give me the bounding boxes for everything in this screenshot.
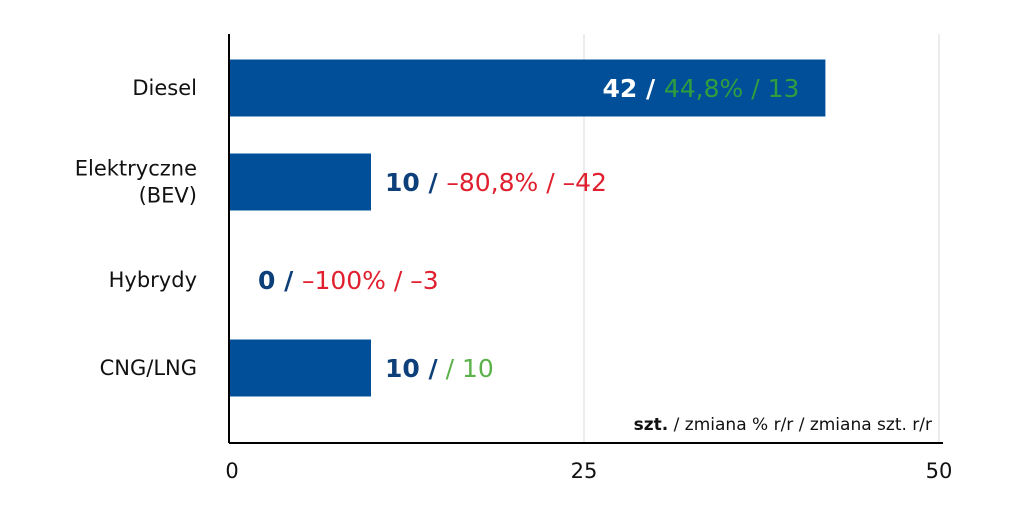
bar-label-1: 10 / –80,8% / –42 [385, 168, 607, 197]
x-tick-label-50: 50 [926, 459, 953, 483]
bar-label-sep2: / [743, 74, 767, 103]
category-label-0-0: Diesel [132, 76, 197, 100]
category-label-1-1: (BEV) [139, 184, 197, 208]
x-tick-label-25: 25 [571, 459, 598, 483]
category-label-2-0: Hybrydy [109, 268, 197, 292]
bar-label-diff: 13 [768, 74, 800, 103]
bar-label-sep: / [275, 266, 302, 295]
bar-label-sep2: / [386, 266, 410, 295]
bar-label-count: 10 [385, 168, 420, 197]
bar-label-sep2: / [538, 168, 562, 197]
bar-label-2: 0 / –100% / –3 [258, 266, 439, 295]
bar-label-pct: 44,8% [664, 74, 743, 103]
axis-layer: 0 25 50 [225, 34, 952, 483]
bar-label-sep: / [420, 354, 439, 383]
bar-label-pct: –80,8% [446, 168, 538, 197]
bar-3 [229, 339, 371, 397]
bar-label-sep: / [637, 74, 664, 103]
bar-label-sep2: / [438, 354, 462, 383]
legend-note: szt. / zmiana % r/r / zmiana szt. r/r [634, 415, 932, 435]
bar-label-pct: –100% [302, 266, 386, 295]
category-label-3-0: CNG/LNG [100, 356, 197, 380]
bar-label-count: 42 [602, 74, 637, 103]
category-label-1-0: Elektryczne [75, 157, 197, 181]
bar-label-0: 42 / 44,8% / 13 [602, 74, 799, 103]
bar-label-count: 10 [385, 354, 420, 383]
label-layer: Diesel Elektryczne (BEV) Hybrydy CNG/LNG 42 /… [75, 74, 800, 383]
bar-label-count: 0 [258, 266, 275, 295]
bar-label-sep: / [420, 168, 447, 197]
bar-layer [229, 59, 826, 397]
bar-0 [229, 59, 826, 117]
bar-1 [229, 153, 371, 211]
bar-label-diff: –42 [563, 168, 607, 197]
x-tick-label-0: 0 [225, 459, 238, 483]
bar-label-diff: –3 [410, 266, 438, 295]
legend-note-rest: / zmiana % r/r / zmiana szt. r/r [668, 415, 932, 435]
bar-label-3: 10 / / 10 [385, 354, 494, 383]
bar-label-diff: 10 [462, 354, 494, 383]
legend-note-bold: szt. [634, 415, 669, 435]
